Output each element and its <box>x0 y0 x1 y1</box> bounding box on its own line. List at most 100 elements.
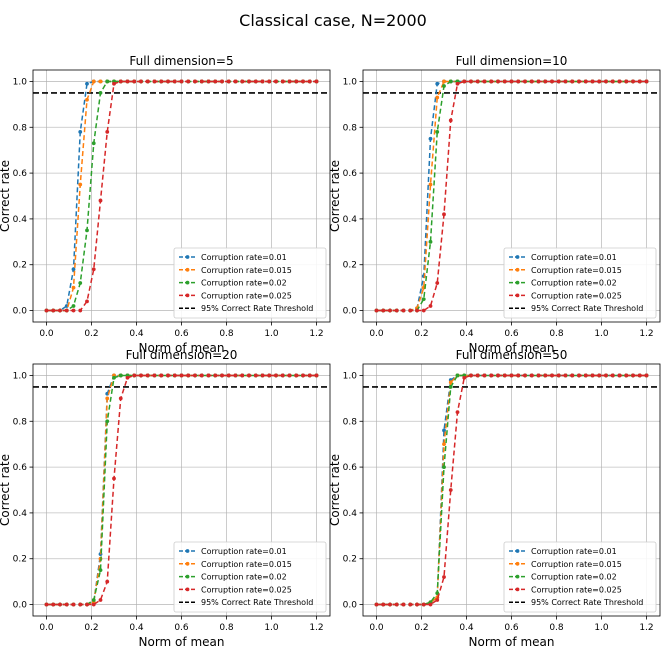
data-point <box>91 141 96 146</box>
legend-box <box>503 247 657 319</box>
data-point <box>172 79 177 84</box>
series-4 <box>374 79 649 313</box>
legend-entry-label: Corruption rate=0.01 <box>531 253 617 262</box>
data-point <box>604 373 608 378</box>
data-point <box>294 373 299 378</box>
data-point <box>166 79 170 84</box>
data-point <box>489 79 494 84</box>
legend-entry-label: Corruption rate=0.02 <box>531 573 617 582</box>
data-point <box>314 79 319 84</box>
series-line <box>46 374 317 606</box>
legend-swatch-marker <box>185 549 190 553</box>
data-point <box>374 602 379 607</box>
data-point <box>280 79 285 84</box>
x-tick-label: 0.4 <box>129 329 144 339</box>
data-point <box>529 373 534 378</box>
legend-swatch-marker <box>515 587 520 592</box>
data-point <box>394 308 399 313</box>
data-point <box>78 308 83 313</box>
data-point <box>421 297 426 301</box>
data-point <box>132 79 137 84</box>
data-point <box>253 373 258 378</box>
data-point <box>260 373 265 378</box>
y-tick-label: 0.8 <box>343 123 358 133</box>
legend-entry-label: Corruption rate=0.02 <box>201 573 287 582</box>
data-point <box>112 375 116 380</box>
y-tick-label: 0.0 <box>343 601 358 611</box>
data-point <box>51 308 56 313</box>
x-tick-label: 0.6 <box>504 623 519 633</box>
data-point <box>112 81 116 86</box>
data-point <box>502 79 507 84</box>
data-point <box>78 182 83 187</box>
data-point <box>152 373 157 378</box>
data-point <box>435 129 440 134</box>
data-point <box>523 373 527 378</box>
data-point <box>374 308 379 313</box>
data-point <box>435 598 440 602</box>
data-point <box>408 308 413 313</box>
data-point <box>469 79 473 84</box>
data-point <box>105 579 110 584</box>
data-point <box>637 373 642 378</box>
data-point <box>428 239 433 244</box>
data-point <box>145 373 150 378</box>
data-point <box>448 380 453 385</box>
data-point <box>442 575 446 579</box>
x-tick-label: 0.8 <box>549 329 564 339</box>
legend: Corruption rate=0.01 Corruption rate=0.01… <box>173 247 327 319</box>
data-point <box>516 373 521 378</box>
y-tick-label: 0.6 <box>343 463 358 473</box>
data-point <box>112 476 116 481</box>
x-tick-label: 0.8 <box>549 623 564 633</box>
x-tick-label: 1.2 <box>309 623 323 633</box>
data-point <box>415 602 419 607</box>
data-point <box>448 385 453 389</box>
legend-box <box>173 247 327 319</box>
legend-swatch-marker <box>185 574 190 579</box>
legend-entry-label: 95% Correct Rate Threshold <box>201 598 313 607</box>
legend-entry-label: 95% Correct Rate Threshold <box>531 304 643 313</box>
data-point <box>448 488 453 492</box>
data-point <box>64 308 69 313</box>
x-tick-label: 0.0 <box>369 623 384 633</box>
legend-swatch-marker <box>185 280 190 285</box>
data-point <box>556 79 561 84</box>
x-tick-label: 0.8 <box>219 623 234 633</box>
chart-panel-3: 0.0 0.2 0.4 0.6 0.8 1.0 1.2 0.0 0.2 0.4 0.6 0.8 1.0 F… <box>0 348 331 649</box>
data-point <box>523 79 527 84</box>
data-point <box>570 79 575 84</box>
legend-entry-label: Corruption rate=0.015 <box>531 560 622 569</box>
data-point <box>267 79 272 84</box>
data-point <box>152 79 157 84</box>
y-axis-label: Correct rate <box>328 160 342 232</box>
data-point <box>98 79 103 84</box>
data-point <box>240 373 245 378</box>
chart-title: Full dimension=10 <box>456 54 568 68</box>
x-tick-label: 1.2 <box>639 329 653 339</box>
data-point <box>226 373 231 378</box>
data-point <box>64 602 69 607</box>
data-point <box>206 373 211 378</box>
legend-entry-label: Corruption rate=0.015 <box>531 266 622 275</box>
x-tick-label: 0.4 <box>459 329 474 339</box>
data-point <box>543 79 548 84</box>
data-point <box>394 602 399 607</box>
y-tick-label: 0.8 <box>13 123 28 133</box>
data-point <box>502 373 507 378</box>
x-tick-label: 0.2 <box>414 329 428 339</box>
y-tick-label: 0.8 <box>13 417 28 427</box>
axes-frame <box>32 363 331 617</box>
legend-entry-label: Corruption rate=0.025 <box>201 291 292 300</box>
y-tick-label: 0.2 <box>13 555 27 565</box>
data-point <box>71 285 76 290</box>
x-tick-label: 0.6 <box>174 329 189 339</box>
y-tick-label: 0.6 <box>13 169 28 179</box>
data-point <box>462 79 467 84</box>
series-line <box>376 80 647 312</box>
data-point <box>58 308 62 313</box>
data-point <box>280 373 285 378</box>
axes-frame <box>32 69 331 323</box>
data-point <box>408 602 413 607</box>
